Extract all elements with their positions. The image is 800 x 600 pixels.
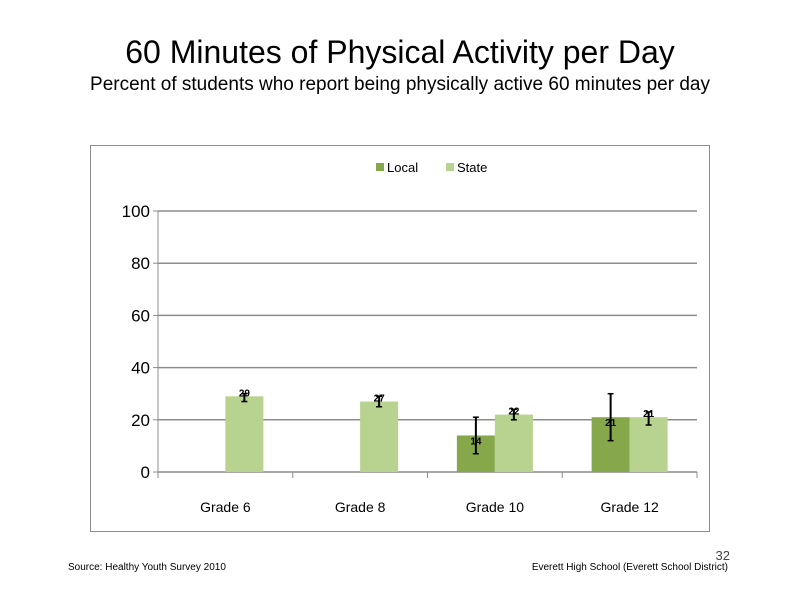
bar-chart: 0 20 40 60 80 100 Grade 6 Grade 8 Grade 10 Grade … xyxy=(122,160,698,515)
data-label: 29 xyxy=(239,388,251,399)
source-note: Source: Healthy Youth Survey 2010 xyxy=(68,562,226,573)
legend-swatch-state xyxy=(446,163,454,171)
slide-subtitle: Percent of students who report being phy… xyxy=(90,74,710,95)
chart-frame: 0 20 40 60 80 100 Grade 6 Grade 8 Grade 10 Grade … xyxy=(90,145,710,532)
school-name: Everett High School (Everett School Dist… xyxy=(531,562,728,573)
slide-title: 60 Minutes of Physical Activity per Day xyxy=(125,34,675,70)
y-tick-label: 60 xyxy=(131,306,150,325)
slide-number: 32 xyxy=(715,548,730,563)
data-label: 14 xyxy=(470,436,482,447)
y-tick-label: 20 xyxy=(131,411,150,430)
bar-state xyxy=(360,401,399,472)
data-label: 22 xyxy=(508,407,520,418)
bar-state xyxy=(629,417,668,472)
data-label: 27 xyxy=(374,394,386,405)
x-category-label: Grade 8 xyxy=(335,499,386,515)
x-category-label: Grade 10 xyxy=(466,499,525,515)
y-tick-label: 100 xyxy=(122,202,150,221)
y-tick-label: 0 xyxy=(141,463,150,482)
y-tick-label: 40 xyxy=(131,359,150,378)
legend-swatch-local xyxy=(376,163,384,171)
data-label: 21 xyxy=(605,418,617,429)
x-category-label: Grade 12 xyxy=(600,499,659,515)
legend-label-local: Local xyxy=(387,160,418,175)
bar-state xyxy=(225,396,264,472)
y-tick-label: 80 xyxy=(131,254,150,273)
data-label: 21 xyxy=(643,409,655,420)
bar-state xyxy=(494,414,533,472)
legend-label-state: State xyxy=(457,160,487,175)
x-category-label: Grade 6 xyxy=(200,499,251,515)
